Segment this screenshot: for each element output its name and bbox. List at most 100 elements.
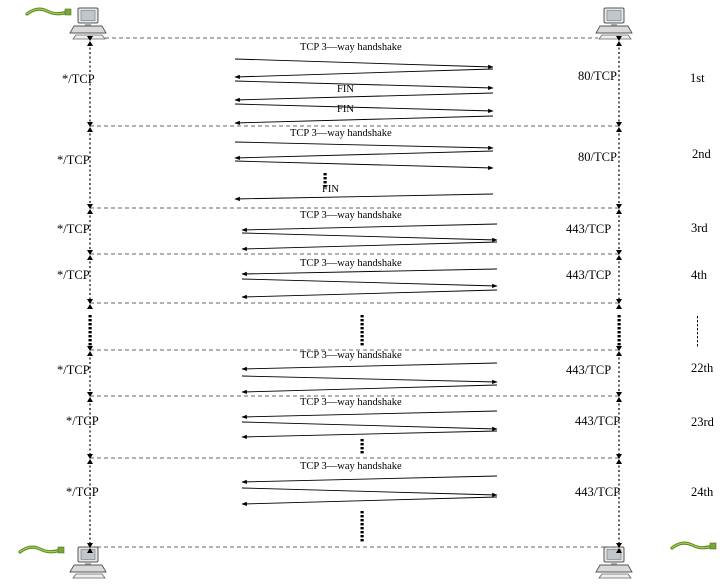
server-port-label: 443/TCP <box>566 222 611 236</box>
message-arrow <box>234 115 494 126</box>
ellipsis-dot <box>617 323 621 326</box>
ellipsis-dot <box>88 315 92 318</box>
lifeline-arrowhead <box>87 346 93 351</box>
computer-icon <box>595 7 633 40</box>
ellipsis-dot <box>360 439 364 442</box>
ellipsis-dot <box>360 535 364 538</box>
message-arrow <box>241 410 498 420</box>
ellipsis-dot <box>360 519 364 522</box>
ellipsis-dot <box>697 316 698 319</box>
lifeline-arrowhead <box>87 204 93 209</box>
lifeline-arrowhead <box>616 36 622 41</box>
lifeline-arrowhead <box>87 122 93 127</box>
lifeline-arrowhead <box>616 122 622 127</box>
fin-label: FIN <box>337 104 354 115</box>
message-arrow <box>234 160 494 171</box>
message-arrow <box>234 58 494 70</box>
session-ordinal-label: 22th <box>691 361 714 375</box>
ellipsis-dot <box>697 320 698 323</box>
lifeline-arrowhead <box>87 548 93 553</box>
ellipsis-dot <box>88 327 92 330</box>
handshake-label: TCP 3—way handshake <box>300 461 402 472</box>
ellipsis-dot <box>617 319 621 322</box>
message-arrow <box>234 193 494 202</box>
ellipsis-dot <box>323 185 327 188</box>
session-ordinal-label: 1st <box>690 71 705 85</box>
session-ordinal-label: 4th <box>691 268 708 282</box>
message-arrow <box>234 141 494 151</box>
lifeline-arrowhead <box>87 209 93 214</box>
ellipsis-dot <box>323 181 327 184</box>
ellipsis-dot <box>360 523 364 526</box>
message-arrow <box>241 223 498 233</box>
message-arrow <box>241 421 498 432</box>
ellipsis-dot <box>360 539 364 542</box>
ellipsis-dot <box>360 531 364 534</box>
message-arrow <box>241 278 498 289</box>
message-arrow <box>234 80 494 91</box>
server-port-label: 443/TCP <box>566 268 611 282</box>
message-arrow <box>241 289 498 300</box>
client-port-label: */TCP <box>57 222 90 236</box>
message-arrow <box>234 150 494 161</box>
lifeline-arrowhead <box>87 250 93 255</box>
ellipsis-dot <box>360 443 364 446</box>
handshake-label: TCP 3—way handshake <box>300 350 402 361</box>
lifeline-arrowhead <box>616 351 622 356</box>
lifeline-arrowhead <box>616 392 622 397</box>
lifeline-arrowhead <box>87 299 93 304</box>
ellipsis-dot <box>617 343 621 346</box>
lifeline-arrowhead <box>616 548 622 553</box>
lifeline-arrowhead <box>616 397 622 402</box>
diagram-labels: 1st */TCP 80/TCP TCP 3—way handshake FIN FIN 2… <box>57 42 715 499</box>
fin-label: FIN <box>322 184 339 195</box>
client-port-label: */TCP <box>66 485 99 499</box>
ellipsis-dot <box>697 328 698 331</box>
lifeline-arrowhead <box>87 351 93 356</box>
ellipsis-dot <box>360 343 364 346</box>
message-arrow <box>234 103 494 114</box>
client-port-label: */TCP <box>62 72 95 86</box>
diagram-lines <box>87 36 698 553</box>
network-cable-icon <box>18 545 66 555</box>
handshake-label: TCP 3—way handshake <box>300 210 402 221</box>
lifeline-arrowhead <box>616 346 622 351</box>
ellipsis-dot <box>697 332 698 335</box>
lifeline-arrowhead <box>616 543 622 548</box>
message-arrow <box>241 487 498 498</box>
message-arrow <box>241 232 498 243</box>
lifeline-arrowhead <box>87 255 93 260</box>
message-arrow <box>241 475 498 485</box>
ellipsis-dot <box>617 339 621 342</box>
ellipsis-dot <box>360 527 364 530</box>
ellipsis-dot <box>617 331 621 334</box>
ellipsis-dot <box>360 315 364 318</box>
ellipsis-dot <box>360 319 364 322</box>
message-arrow <box>241 241 498 252</box>
message-arrow <box>241 430 498 440</box>
lifeline-arrowhead <box>616 41 622 46</box>
ellipsis-dot <box>88 343 92 346</box>
server-port-label: 443/TCP <box>566 363 611 377</box>
lifeline-arrowhead <box>616 204 622 209</box>
lifeline-arrowhead <box>616 304 622 309</box>
ellipsis-dot <box>697 344 698 347</box>
ellipsis-dot <box>360 451 364 454</box>
lifeline-arrowhead <box>87 41 93 46</box>
ellipsis-dot <box>617 315 621 318</box>
ellipsis-dot <box>360 511 364 514</box>
network-cable-icon <box>25 7 73 17</box>
lifeline-arrowhead <box>87 392 93 397</box>
session-ordinal-label: 3rd <box>691 221 708 235</box>
ellipsis-dot <box>88 319 92 322</box>
computer-icon <box>595 546 633 579</box>
message-arrow <box>241 268 498 277</box>
ellipsis-dot <box>360 515 364 518</box>
ellipsis-dot <box>88 323 92 326</box>
lifeline-arrowhead <box>87 454 93 459</box>
lifeline-arrowhead <box>87 459 93 464</box>
message-arrow <box>234 68 494 80</box>
lifeline-arrowhead <box>87 36 93 41</box>
